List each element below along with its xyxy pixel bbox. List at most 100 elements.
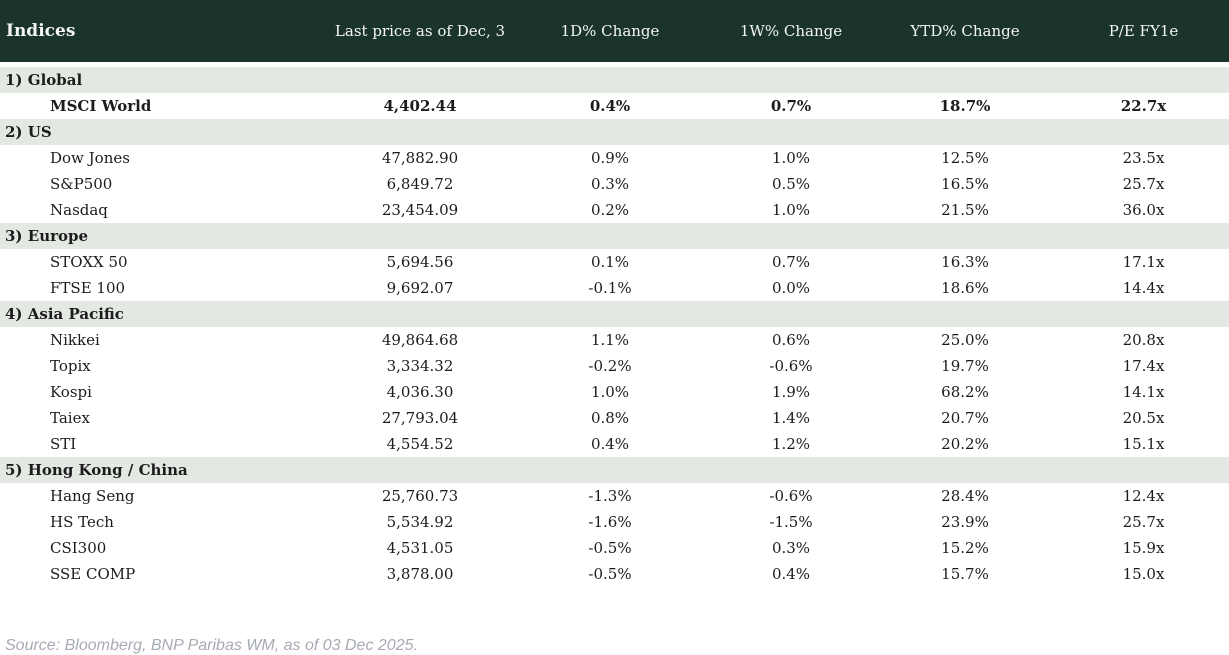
table-title: Indices xyxy=(6,21,76,41)
pe-fy1e: 15.0x xyxy=(1122,565,1165,583)
table-row: Nasdaq 23,454.09 0.2% 1.0% 21.5% 36.0x xyxy=(0,197,1229,223)
change-1w: 1.4% xyxy=(771,409,811,427)
last-price: 3,334.32 xyxy=(386,357,454,375)
change-1w: 1.2% xyxy=(771,435,811,453)
change-1w: 0.7% xyxy=(771,253,811,271)
change-1d: -0.5% xyxy=(588,539,632,557)
pe-fy1e: 22.7x xyxy=(1120,97,1167,115)
index-name: Taiex xyxy=(50,409,90,427)
section-label: 1) Global xyxy=(5,71,83,89)
change-1d: -1.6% xyxy=(588,513,632,531)
section-label: 4) Asia Pacific xyxy=(5,305,124,323)
table-row: STOXX 50 5,694.56 0.1% 0.7% 16.3% 17.1x xyxy=(0,249,1229,275)
change-1w: -0.6% xyxy=(769,487,813,505)
last-price: 4,554.52 xyxy=(386,435,454,453)
last-price: 4,531.05 xyxy=(386,539,454,557)
index-name: Nasdaq xyxy=(50,201,108,219)
change-ytd: 16.5% xyxy=(941,175,989,193)
index-name: MSCI World xyxy=(50,97,152,115)
change-1w: 1.0% xyxy=(771,149,811,167)
pe-fy1e: 20.5x xyxy=(1122,409,1165,427)
table-row: Dow Jones 47,882.90 0.9% 1.0% 12.5% 23.5… xyxy=(0,145,1229,171)
change-ytd: 68.2% xyxy=(941,383,989,401)
table-row: FTSE 100 9,692.07 -0.1% 0.0% 18.6% 14.4x xyxy=(0,275,1229,301)
change-1d: 0.1% xyxy=(590,253,630,271)
pe-fy1e: 15.9x xyxy=(1122,539,1165,557)
column-header-last-price: Last price as of Dec, 3 xyxy=(334,22,506,40)
index-name: HS Tech xyxy=(50,513,114,531)
last-price: 5,694.56 xyxy=(386,253,454,271)
column-header-1w-change: 1W% Change xyxy=(739,22,843,40)
last-price: 3,878.00 xyxy=(386,565,454,583)
pe-fy1e: 25.7x xyxy=(1122,175,1165,193)
section-row: 2) US xyxy=(0,119,1229,145)
last-price: 4,402.44 xyxy=(383,97,457,115)
section-row: 3) Europe xyxy=(0,223,1229,249)
change-ytd: 15.7% xyxy=(941,565,989,583)
pe-fy1e: 14.1x xyxy=(1122,383,1165,401)
index-name: Kospi xyxy=(50,383,92,401)
last-price: 47,882.90 xyxy=(381,149,459,167)
section-row: 1) Global xyxy=(0,67,1229,93)
change-1w: 0.5% xyxy=(771,175,811,193)
pe-fy1e: 12.4x xyxy=(1122,487,1165,505)
change-ytd: 15.2% xyxy=(941,539,989,557)
change-ytd: 20.7% xyxy=(941,409,989,427)
column-header-pe: P/E FY1e xyxy=(1108,22,1179,40)
change-1w: 1.9% xyxy=(771,383,811,401)
section-label: 3) Europe xyxy=(5,227,89,245)
last-price: 9,692.07 xyxy=(386,279,454,297)
table-row: Nikkei 49,864.68 1.1% 0.6% 25.0% 20.8x xyxy=(0,327,1229,353)
table-row: S&P500 6,849.72 0.3% 0.5% 16.5% 25.7x xyxy=(0,171,1229,197)
column-header-1d-change: 1D% Change xyxy=(560,22,660,40)
change-1d: -0.1% xyxy=(588,279,632,297)
last-price: 6,849.72 xyxy=(386,175,454,193)
last-price: 5,534.92 xyxy=(386,513,454,531)
section-label: 5) Hong Kong / China xyxy=(5,461,188,479)
table-row: Topix 3,334.32 -0.2% -0.6% 19.7% 17.4x xyxy=(0,353,1229,379)
change-ytd: 18.6% xyxy=(941,279,989,297)
last-price: 25,760.73 xyxy=(381,487,459,505)
change-1w: 0.3% xyxy=(771,539,811,557)
pe-fy1e: 17.4x xyxy=(1122,357,1165,375)
change-1w: 0.7% xyxy=(770,97,812,115)
change-ytd: 12.5% xyxy=(941,149,989,167)
change-1d: -1.3% xyxy=(588,487,632,505)
section-row: 5) Hong Kong / China xyxy=(0,457,1229,483)
pe-fy1e: 15.1x xyxy=(1122,435,1165,453)
table-row: Kospi 4,036.30 1.0% 1.9% 68.2% 14.1x xyxy=(0,379,1229,405)
change-1d: 0.8% xyxy=(590,409,630,427)
last-price: 49,864.68 xyxy=(381,331,459,349)
change-ytd: 23.9% xyxy=(941,513,989,531)
change-ytd: 21.5% xyxy=(941,201,989,219)
table-row: HS Tech 5,534.92 -1.6% -1.5% 23.9% 25.7x xyxy=(0,509,1229,535)
table-row: SSE COMP 3,878.00 -0.5% 0.4% 15.7% 15.0x xyxy=(0,561,1229,587)
table-row: CSI300 4,531.05 -0.5% 0.3% 15.2% 15.9x xyxy=(0,535,1229,561)
last-price: 27,793.04 xyxy=(381,409,459,427)
index-name: Hang Seng xyxy=(50,487,135,505)
index-name: STI xyxy=(50,435,77,453)
index-name: FTSE 100 xyxy=(50,279,126,297)
header-gap xyxy=(0,62,1229,67)
change-1d: -0.5% xyxy=(588,565,632,583)
change-ytd: 19.7% xyxy=(941,357,989,375)
table-row: Hang Seng 25,760.73 -1.3% -0.6% 28.4% 12… xyxy=(0,483,1229,509)
table-header: Indices Last price as of Dec, 3 1D% Chan… xyxy=(0,0,1229,62)
index-name: STOXX 50 xyxy=(50,253,128,271)
index-name: Topix xyxy=(50,357,91,375)
change-1w: 0.6% xyxy=(771,331,811,349)
change-1w: -1.5% xyxy=(769,513,813,531)
change-1d: 0.4% xyxy=(589,97,631,115)
change-1d: -0.2% xyxy=(588,357,632,375)
last-price: 4,036.30 xyxy=(386,383,454,401)
pe-fy1e: 23.5x xyxy=(1122,149,1165,167)
pe-fy1e: 25.7x xyxy=(1122,513,1165,531)
change-ytd: 18.7% xyxy=(939,97,991,115)
source-note: Source: Bloomberg, BNP Paribas WM, as of… xyxy=(5,637,418,654)
index-name: Nikkei xyxy=(50,331,100,349)
change-ytd: 28.4% xyxy=(941,487,989,505)
table-row: STI 4,554.52 0.4% 1.2% 20.2% 15.1x xyxy=(0,431,1229,457)
change-1d: 1.0% xyxy=(590,383,630,401)
change-ytd: 20.2% xyxy=(941,435,989,453)
